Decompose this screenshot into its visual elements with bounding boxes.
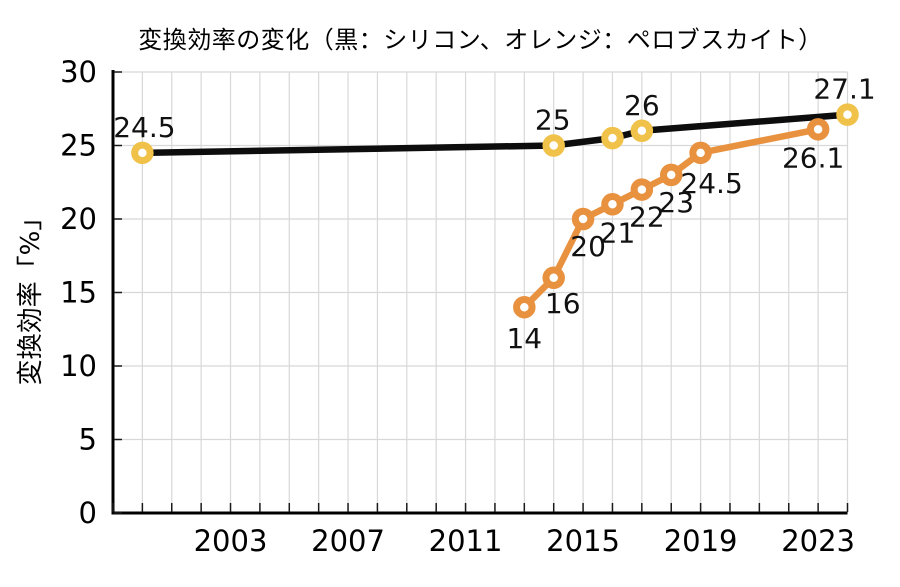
data-point-label-1: 14: [506, 322, 542, 355]
y-tick-label: 10: [60, 349, 97, 383]
data-point-marker-1: [571, 207, 595, 231]
y-tick-label: 25: [60, 129, 97, 163]
y-tick-label: 15: [60, 276, 97, 310]
x-tick-label: 2023: [781, 524, 855, 558]
data-point-label-1: 20: [570, 230, 606, 263]
data-point-marker-0: [542, 134, 565, 157]
data-point-label-0: 27.1: [813, 73, 875, 106]
x-tick-label: 2007: [311, 524, 385, 558]
data-point-label-0: 24.5: [113, 111, 175, 144]
data-point-marker-1: [659, 163, 683, 187]
x-tick-label: 2003: [194, 524, 268, 558]
x-tick-label: 2015: [546, 524, 620, 558]
y-tick-label: 5: [79, 423, 97, 457]
data-point-label-1: 23: [658, 186, 694, 219]
data-point-label-1: 21: [600, 216, 636, 249]
data-point-label-1: 22: [629, 201, 665, 234]
data-point-marker-1: [806, 118, 830, 141]
data-point-marker-0: [131, 141, 154, 165]
x-tick-label: 2011: [429, 524, 503, 558]
chart-title: 変換効率の変化（黒：シリコン、オレンジ：ペロブスカイト）: [138, 26, 823, 54]
y-tick-label: 30: [60, 55, 97, 89]
y-tick-label: 20: [60, 202, 97, 236]
data-point-marker-1: [689, 141, 712, 165]
y-tick-label: 0: [79, 496, 97, 530]
data-point-marker-1: [542, 266, 565, 290]
data-point-label-0: 26: [624, 89, 660, 122]
data-point-label-1: 26.1: [782, 141, 844, 174]
x-tick-label: 2019: [664, 524, 738, 558]
data-point-marker-1: [601, 193, 624, 216]
data-point-label-1: 16: [545, 287, 581, 320]
data-point-label-1: 24.5: [680, 167, 742, 200]
data-point-marker-1: [630, 178, 654, 201]
data-point-marker-0: [601, 126, 624, 150]
data-point-marker-0: [630, 119, 654, 143]
data-point-marker-1: [513, 295, 536, 319]
data-point-label-0: 25: [535, 104, 571, 137]
data-point-marker-0: [836, 103, 859, 126]
